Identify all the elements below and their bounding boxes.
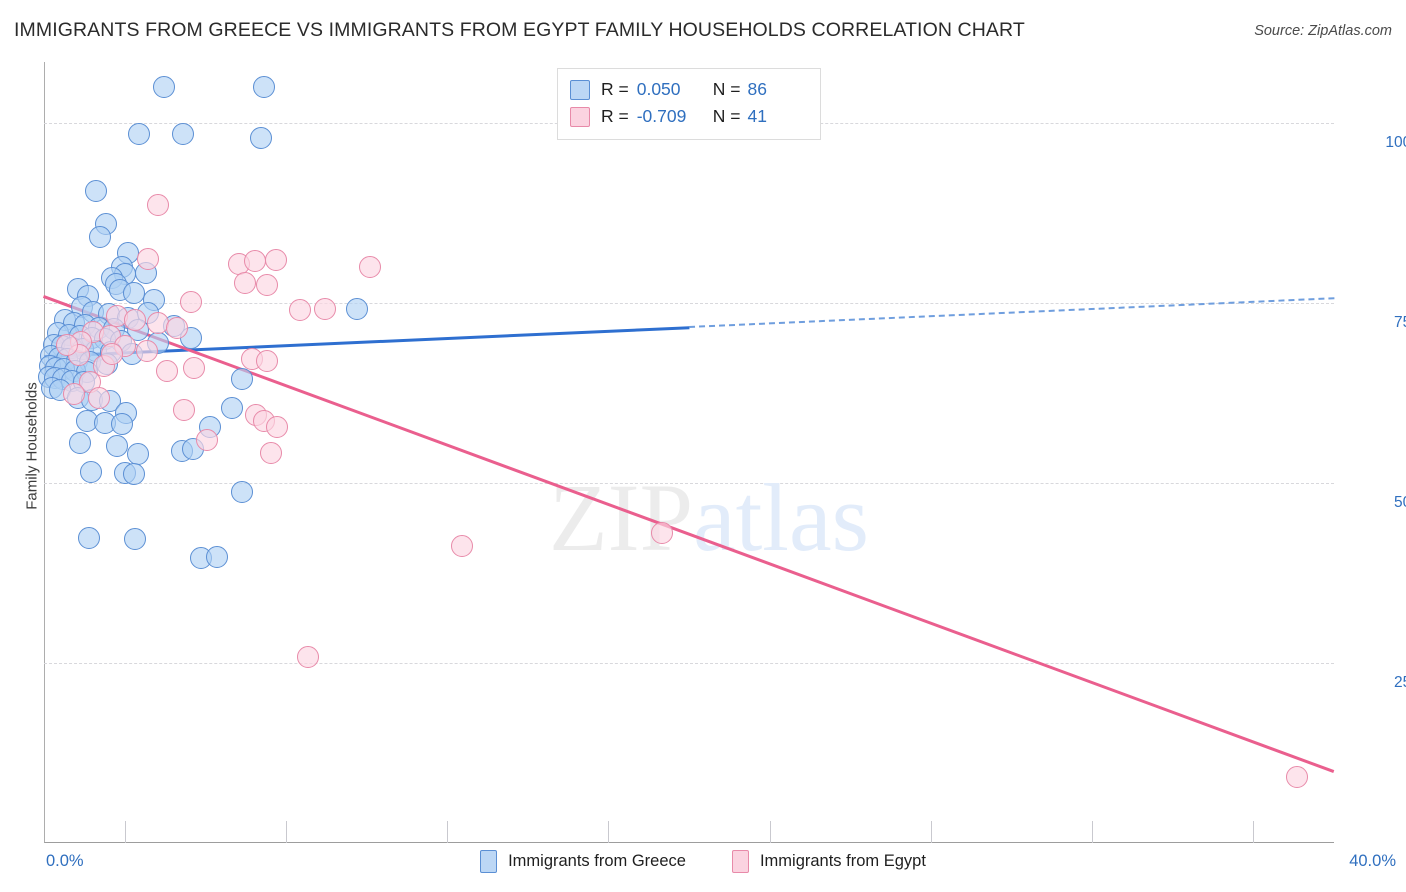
legend-n-label-egypt: N = xyxy=(712,106,741,126)
gridline-y-75 xyxy=(44,303,1334,305)
x-tick xyxy=(930,821,932,843)
data-point-egypt[interactable] xyxy=(156,359,179,382)
series-label-greece: Immigrants from Greece xyxy=(508,852,686,870)
legend-r-label-egypt: R = xyxy=(601,106,629,126)
data-point-greece[interactable] xyxy=(231,368,254,391)
data-point-greece[interactable] xyxy=(346,297,369,320)
legend-r-label-greece: R = xyxy=(601,79,629,99)
data-point-egypt[interactable] xyxy=(289,299,312,322)
data-point-egypt[interactable] xyxy=(146,312,169,335)
data-point-egypt[interactable] xyxy=(56,333,79,356)
data-point-egypt[interactable] xyxy=(195,428,218,451)
legend-row-egypt: R = -0.709 N = 41 xyxy=(570,103,808,130)
data-point-egypt[interactable] xyxy=(264,248,287,271)
data-point-egypt[interactable] xyxy=(314,297,337,320)
series-label-egypt: Immigrants from Egypt xyxy=(759,852,926,870)
data-point-greece[interactable] xyxy=(127,443,150,466)
gridline-y-25 xyxy=(44,663,1334,665)
plot-frame xyxy=(44,62,1334,843)
data-point-greece[interactable] xyxy=(85,179,108,202)
x-tick xyxy=(1253,821,1255,843)
data-point-egypt[interactable] xyxy=(1285,765,1308,788)
data-point-greece[interactable] xyxy=(123,282,146,305)
gridline-y-50 xyxy=(44,483,1334,485)
page-title: IMMIGRANTS FROM GREECE VS IMMIGRANTS FRO… xyxy=(14,19,1025,41)
legend-r-value-egypt: -0.709 xyxy=(636,106,687,126)
data-point-egypt[interactable] xyxy=(296,646,319,669)
x-tick xyxy=(285,821,287,843)
x-axis-min-label: 0.0% xyxy=(46,852,84,870)
series-legend-item-egypt[interactable]: Immigrants from Egypt xyxy=(731,850,926,873)
legend-n-value-greece: 86 xyxy=(747,79,767,99)
y-tick-label-75: 75.0% xyxy=(1394,314,1406,332)
data-point-egypt[interactable] xyxy=(256,274,279,297)
data-point-egypt[interactable] xyxy=(260,441,283,464)
data-point-greece[interactable] xyxy=(249,126,272,149)
data-point-greece[interactable] xyxy=(111,413,134,436)
data-point-greece[interactable] xyxy=(69,431,92,454)
data-point-egypt[interactable] xyxy=(244,250,267,273)
x-tick xyxy=(124,821,126,843)
data-point-egypt[interactable] xyxy=(62,382,85,405)
data-point-egypt[interactable] xyxy=(233,271,256,294)
data-point-egypt[interactable] xyxy=(256,349,279,372)
data-point-greece[interactable] xyxy=(152,76,175,99)
data-point-egypt[interactable] xyxy=(265,415,288,438)
data-point-egypt[interactable] xyxy=(135,339,158,362)
data-point-greece[interactable] xyxy=(122,463,145,486)
y-axis-title: Family Households xyxy=(23,382,41,510)
legend-swatch-egypt xyxy=(570,106,590,127)
data-point-greece[interactable] xyxy=(123,528,146,551)
data-point-egypt[interactable] xyxy=(450,535,473,558)
data-point-egypt[interactable] xyxy=(123,309,146,332)
series-legend-item-greece[interactable]: Immigrants from Greece xyxy=(480,850,686,873)
x-tick xyxy=(1092,821,1094,843)
data-point-greece[interactable] xyxy=(77,526,100,549)
data-point-greece[interactable] xyxy=(220,397,243,420)
data-point-egypt[interactable] xyxy=(147,194,170,217)
data-point-egypt[interactable] xyxy=(136,247,159,270)
data-point-egypt[interactable] xyxy=(650,522,673,545)
data-point-greece[interactable] xyxy=(128,122,151,145)
legend-row-greece: R = 0.050 N = 86 xyxy=(570,76,808,103)
plot-area: ZIPatlas 100.0%75.0%50.0%25.0% xyxy=(37,62,1406,843)
y-tick-label-25: 25.0% xyxy=(1394,674,1406,692)
x-tick xyxy=(447,821,449,843)
legend-swatch-greece xyxy=(570,79,590,100)
x-axis-max-label: 40.0% xyxy=(1349,852,1396,870)
data-point-egypt[interactable] xyxy=(88,387,111,410)
correlation-legend: R = 0.050 N = 86 R = -0.709 N = 41 xyxy=(557,68,821,140)
y-tick-label-50: 50.0% xyxy=(1394,494,1406,512)
data-point-greece[interactable] xyxy=(79,460,102,483)
legend-r-value-greece: 0.050 xyxy=(636,79,681,99)
series-swatch-greece xyxy=(480,850,498,873)
data-point-greece[interactable] xyxy=(252,76,275,99)
x-tick xyxy=(608,821,610,843)
data-point-greece[interactable] xyxy=(172,122,195,145)
data-point-egypt[interactable] xyxy=(179,290,202,313)
x-tick xyxy=(769,821,771,843)
series-legend: Immigrants from Greece Immigrants from E… xyxy=(0,850,1406,873)
legend-n-label-greece: N = xyxy=(712,79,741,99)
data-point-egypt[interactable] xyxy=(359,256,382,279)
data-point-egypt[interactable] xyxy=(173,398,196,421)
source-attribution: Source: ZipAtlas.com xyxy=(1254,23,1392,39)
data-point-greece[interactable] xyxy=(89,225,112,248)
series-swatch-egypt xyxy=(731,850,749,873)
data-point-greece[interactable] xyxy=(205,545,228,568)
data-point-egypt[interactable] xyxy=(182,356,205,379)
data-point-greece[interactable] xyxy=(231,480,254,503)
legend-n-value-egypt: 41 xyxy=(747,106,767,126)
data-point-egypt[interactable] xyxy=(165,316,188,339)
y-tick-label-100: 100.0% xyxy=(1385,134,1406,152)
data-point-greece[interactable] xyxy=(105,434,128,457)
data-point-egypt[interactable] xyxy=(101,342,124,365)
